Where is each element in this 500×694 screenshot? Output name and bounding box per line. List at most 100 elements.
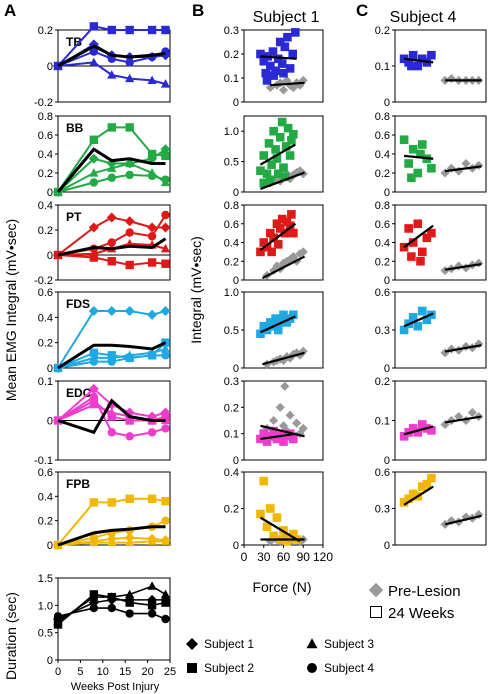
mean-line xyxy=(57,525,166,547)
post-point xyxy=(273,54,283,64)
post-point xyxy=(416,256,425,266)
point-square xyxy=(147,149,157,159)
y-tick-label: 0 xyxy=(47,250,53,262)
pre-fit-line xyxy=(444,165,482,173)
pre-fit-line xyxy=(444,344,482,353)
point-circle xyxy=(89,357,99,366)
legend-condition-label: 24 Weeks xyxy=(388,605,454,622)
point-circle xyxy=(161,175,170,184)
point-circle xyxy=(161,516,170,525)
mean-line xyxy=(56,147,166,193)
post-point xyxy=(413,321,423,331)
post-point xyxy=(281,142,291,151)
point-circle xyxy=(147,351,157,360)
panel-b-bb: 0 0.5 1.0 xyxy=(224,115,324,199)
mean-line xyxy=(57,237,167,257)
panel-c-fpb: 0 0.3 0.6 xyxy=(375,467,487,552)
post-point xyxy=(418,247,427,257)
y-tick-label: 0.2 xyxy=(38,25,53,37)
post-point xyxy=(285,151,295,160)
post-point xyxy=(272,154,282,163)
post-point xyxy=(277,59,287,68)
point-diamond xyxy=(106,305,117,317)
y-tick-label: 0 xyxy=(47,540,53,552)
plot-frame xyxy=(57,204,171,281)
duration-point-circle xyxy=(89,603,99,613)
post-fit-line xyxy=(259,143,296,166)
legend-triangle-icon xyxy=(306,638,318,649)
panel-letter-c: C xyxy=(356,1,368,20)
y-tick-label: 0.6 xyxy=(375,130,390,142)
point-square xyxy=(89,22,99,31)
post-point xyxy=(399,242,409,252)
post-point xyxy=(259,56,269,66)
muscle-label: FPB xyxy=(66,477,90,491)
legend-pre-lesion-icon xyxy=(368,582,384,598)
post-point xyxy=(279,163,288,172)
post-point xyxy=(256,434,265,444)
y-tick-label: 0 xyxy=(47,363,53,375)
post-point xyxy=(269,126,278,136)
post-point xyxy=(280,172,290,182)
panel-c-edc: 0 0.1 0.2 xyxy=(375,376,487,467)
point-circle xyxy=(147,171,157,181)
pre-point xyxy=(446,344,456,354)
y-tick-label: -0.1 xyxy=(34,455,53,467)
post-point xyxy=(407,61,416,71)
y-tick-label: 0.2 xyxy=(375,168,390,180)
point-circle xyxy=(89,178,99,187)
point-diamond xyxy=(124,532,135,543)
post-point xyxy=(413,168,423,178)
post-fit-line xyxy=(403,154,434,160)
muscle-label: FDS xyxy=(66,297,90,311)
post-point xyxy=(427,228,436,238)
post-point xyxy=(287,136,296,145)
subject-1-title: Subject 1 xyxy=(253,9,320,26)
post-point xyxy=(268,47,278,56)
x-tick-label: 30 xyxy=(257,550,271,564)
post-fit-line xyxy=(259,516,301,543)
panel-a-tb: -0.2 0 0.2 TB xyxy=(34,22,171,109)
y-tick-label: 0.4 xyxy=(38,200,53,212)
post-point xyxy=(283,123,293,133)
post-point xyxy=(279,310,288,320)
duration-point-triangle xyxy=(53,616,63,626)
x-tick-label: 25 xyxy=(164,666,176,678)
pre-point xyxy=(298,423,308,433)
point-triangle xyxy=(107,537,117,547)
panel-c-bb: 0 0.2 0.4 0.6 0.8 xyxy=(375,111,487,199)
post-point xyxy=(266,504,275,513)
post-point xyxy=(272,219,282,229)
x-tick-label: 15 xyxy=(119,666,131,678)
post-point xyxy=(275,37,285,47)
post-point xyxy=(256,49,265,59)
y-tick-label: 0 xyxy=(47,187,53,199)
post-fit-line xyxy=(403,312,434,328)
point-circle xyxy=(125,432,134,441)
pre-fit-line xyxy=(444,514,482,526)
x-tick-label: 0 xyxy=(55,666,61,678)
y-tick-label: 0 xyxy=(233,275,239,287)
pre-fit-line xyxy=(444,415,482,424)
y-tick-label: 0.2 xyxy=(38,168,53,180)
post-point xyxy=(404,159,413,168)
pre-point xyxy=(285,410,295,420)
post-point xyxy=(272,434,282,444)
y-tick-label: 0.3 xyxy=(375,504,390,516)
post-point xyxy=(427,163,436,173)
y-tick-label: 0.8 xyxy=(38,111,53,123)
y-tick-label: -0.2 xyxy=(34,97,53,109)
post-point xyxy=(418,482,427,491)
muscle-label: PT xyxy=(66,210,82,224)
duration-point-square xyxy=(125,598,134,607)
post-point xyxy=(259,429,269,438)
post-point xyxy=(408,238,418,247)
y-tick-label: 0 xyxy=(384,540,390,552)
post-point xyxy=(408,489,418,499)
post-fit-line xyxy=(403,224,434,249)
y-tick-label: 0.4 xyxy=(38,312,53,324)
post-point xyxy=(288,49,298,59)
post-point xyxy=(418,140,427,149)
y-tick-label: 0 xyxy=(384,97,390,109)
post-point xyxy=(399,498,409,507)
